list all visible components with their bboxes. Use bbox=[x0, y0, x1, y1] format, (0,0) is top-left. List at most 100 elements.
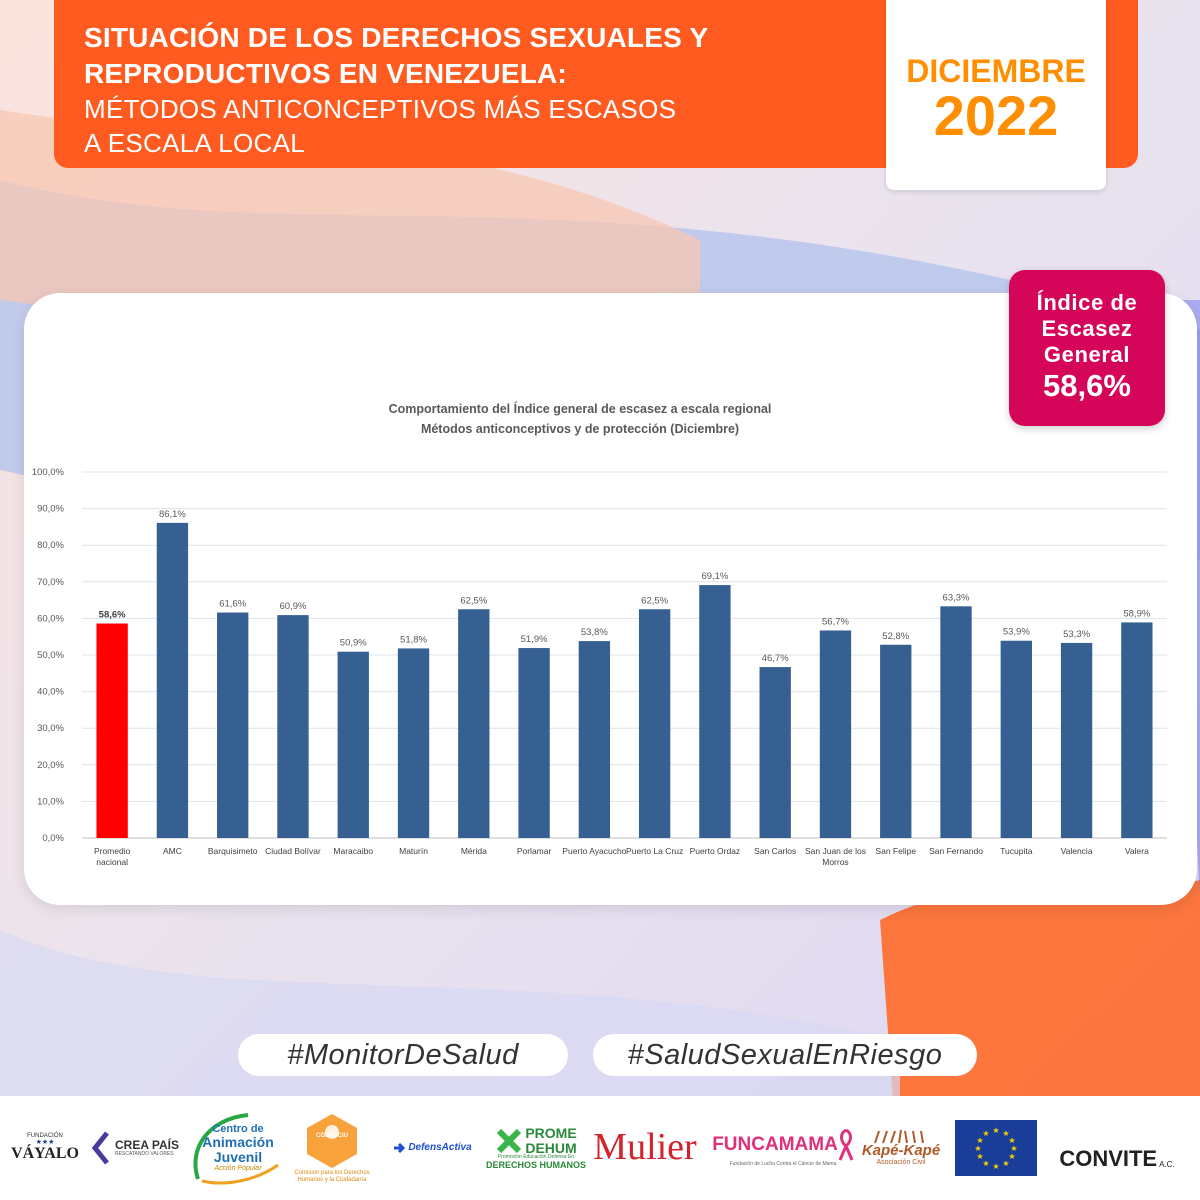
vayalo-name: VÁYALO bbox=[11, 1144, 79, 1162]
codehciu-hexagon-icon bbox=[307, 1114, 357, 1169]
x-category-label: Maturín bbox=[399, 846, 428, 856]
y-tick-label: 40,0% bbox=[37, 687, 64, 698]
chart-title: Comportamiento del Índice general de esc… bbox=[389, 401, 772, 416]
chart-card: Comportamiento del Índice general de esc… bbox=[24, 293, 1197, 905]
date-year: 2022 bbox=[933, 84, 1059, 147]
x-category-label: San Felipe bbox=[875, 846, 916, 856]
bar bbox=[819, 630, 852, 838]
promedehum-x-icon bbox=[497, 1128, 522, 1153]
x-category-label: San Fernando bbox=[929, 846, 983, 856]
bar bbox=[759, 667, 791, 838]
logo-defensactiva: DefensActiva bbox=[384, 1096, 480, 1200]
hashtag-monitor-de-salud[interactable]: #MonitorDeSalud bbox=[238, 1034, 568, 1076]
bar bbox=[96, 623, 128, 838]
centro-swoosh-icon bbox=[193, 1113, 279, 1185]
y-tick-label: 20,0% bbox=[37, 760, 64, 771]
crea-pais-tagline: RESCATANDO VALORES bbox=[114, 1150, 174, 1157]
data-label: 51,9% bbox=[521, 634, 548, 645]
hashtag-salud-sexual-en-riesgo[interactable]: #SaludSexualEnRiesgo bbox=[593, 1034, 977, 1076]
header-title-block: SITUACIÓN DE LOS DERECHOS SEXUALES Y REP… bbox=[84, 20, 864, 160]
data-label: 62,5% bbox=[641, 595, 668, 606]
x-category-label: Mérida bbox=[461, 846, 487, 856]
centro-line3: Juvenil bbox=[213, 1148, 263, 1165]
x-category-label: Ciudad Bolívar bbox=[265, 846, 321, 856]
kape-name: Kapé-Kapé bbox=[861, 1142, 941, 1160]
data-label: 53,9% bbox=[1003, 627, 1030, 638]
vayalo-small-label: FUNDACIÓN bbox=[27, 1133, 63, 1140]
label-layer: 58,6% Promedio nacional 86,1% AMC 61,6% Barqui… bbox=[94, 509, 1151, 867]
x-category-label: San Carlos bbox=[754, 846, 796, 856]
codehciu-line1: Comisión para los Derechos bbox=[294, 1170, 370, 1177]
funcamama-name: FUNCAMAMA bbox=[712, 1134, 838, 1156]
y-tick-label: 30,0% bbox=[37, 723, 64, 734]
x-category-label: Promedio nacional bbox=[94, 846, 131, 867]
grid-layer: 0,0% 10,0% 20,0% 30,0% 40,0% 50,0% 60,0% 70,0% 8… bbox=[32, 467, 1167, 844]
data-label: 62,5% bbox=[460, 595, 487, 606]
logo-mulier: Mulier bbox=[586, 1096, 704, 1200]
y-tick-label: 60,0% bbox=[37, 613, 64, 624]
codehciu-name: CODEHCIU bbox=[315, 1133, 348, 1139]
pink-ribbon-icon bbox=[838, 1128, 854, 1161]
x-category-label: Tucupita bbox=[1000, 846, 1033, 856]
bar bbox=[217, 612, 249, 838]
svg-text:★: ★ bbox=[974, 1144, 981, 1153]
badge-line1: Índice de bbox=[1036, 290, 1138, 315]
bar bbox=[1121, 622, 1153, 838]
x-category-label: Valencia bbox=[1061, 846, 1093, 856]
data-label: 52,8% bbox=[882, 631, 909, 642]
bar bbox=[638, 609, 671, 838]
y-tick-label: 90,0% bbox=[37, 504, 64, 515]
convite-suffix: A.C. bbox=[1159, 1160, 1175, 1170]
promedehum-line1: PROME bbox=[525, 1124, 577, 1141]
data-label: 58,6% bbox=[99, 610, 126, 621]
bar bbox=[940, 606, 972, 838]
bar bbox=[397, 648, 430, 838]
kape-tagline: Asociación Civil bbox=[876, 1159, 926, 1167]
funcamama-tagline: Fundación de Lucha Contra el Cáncer de M… bbox=[729, 1161, 837, 1168]
logo-convite: CONVITE A.C. bbox=[1044, 1096, 1190, 1200]
x-category-label: AMC bbox=[163, 846, 182, 856]
svg-text:★: ★ bbox=[992, 1162, 999, 1171]
eu-flag-icon: ★ ★★★ ★★★★ ★★★★ bbox=[955, 1120, 1037, 1176]
codehciu-line2: Humanos y la Ciudadanía bbox=[297, 1177, 367, 1183]
svg-text:★: ★ bbox=[1002, 1159, 1009, 1168]
x-category-label: Puerto La Cruz bbox=[626, 846, 683, 856]
logo-promedehum: PROME DEHUM Promoción Educación Defensa … bbox=[486, 1096, 586, 1200]
bar bbox=[1000, 640, 1032, 838]
bar bbox=[578, 641, 611, 838]
svg-text:★: ★ bbox=[1008, 1136, 1015, 1145]
y-tick-label: 100,0% bbox=[32, 467, 65, 478]
chart-subtitle: Métodos anticonceptivos y de protección … bbox=[421, 422, 739, 436]
x-category-label: San Juan de los Morros bbox=[805, 846, 866, 867]
y-tick-label: 80,0% bbox=[37, 540, 64, 551]
defensactiva-arrow-icon bbox=[394, 1142, 406, 1154]
y-tick-label: 0,0% bbox=[42, 833, 64, 844]
logo-european-union: ★ ★ ★ ★ ★ ★ ★ ★ ★ ★ ★ ★ bbox=[954, 1096, 1038, 1200]
data-label: 86,1% bbox=[159, 509, 186, 520]
centro-line4: Acción Popular bbox=[214, 1164, 262, 1172]
svg-text:★: ★ bbox=[992, 1126, 999, 1135]
svg-text:★: ★ bbox=[982, 1159, 989, 1168]
y-tick-label: 10,0% bbox=[37, 796, 64, 807]
bar bbox=[518, 648, 550, 838]
date-box: DICIEMBRE 2022 bbox=[886, 0, 1106, 190]
bar-chart: Comportamiento del Índice general de esc… bbox=[32, 401, 1167, 867]
header-title-line2: REPRODUCTIVOS EN VENEZUELA: bbox=[84, 58, 567, 89]
x-category-label: Puerto Ordaz bbox=[690, 846, 741, 856]
x-category-label: Maracaibo bbox=[333, 846, 373, 856]
svg-text:★: ★ bbox=[976, 1152, 983, 1161]
bar bbox=[458, 609, 490, 838]
svg-text:★: ★ bbox=[1008, 1152, 1015, 1161]
defensactiva-name: DefensActiva bbox=[408, 1141, 472, 1153]
data-label: 60,9% bbox=[280, 601, 307, 612]
data-label: 51,8% bbox=[400, 634, 427, 645]
data-label: 53,3% bbox=[1063, 629, 1090, 640]
x-category-label: Puerto Ayacucho bbox=[562, 846, 626, 856]
bar bbox=[337, 651, 369, 838]
logo-fundacion-vayalo: FUNDACIÓN ★★★ VÁYALO bbox=[11, 1096, 79, 1200]
header-title-line1: SITUACIÓN DE LOS DERECHOS SEXUALES Y bbox=[84, 22, 709, 53]
promedehum-line2: DEHUM bbox=[525, 1139, 577, 1156]
bar bbox=[277, 615, 309, 838]
crea-pais-mark-icon bbox=[91, 1131, 109, 1165]
svg-text:★: ★ bbox=[1002, 1129, 1009, 1138]
